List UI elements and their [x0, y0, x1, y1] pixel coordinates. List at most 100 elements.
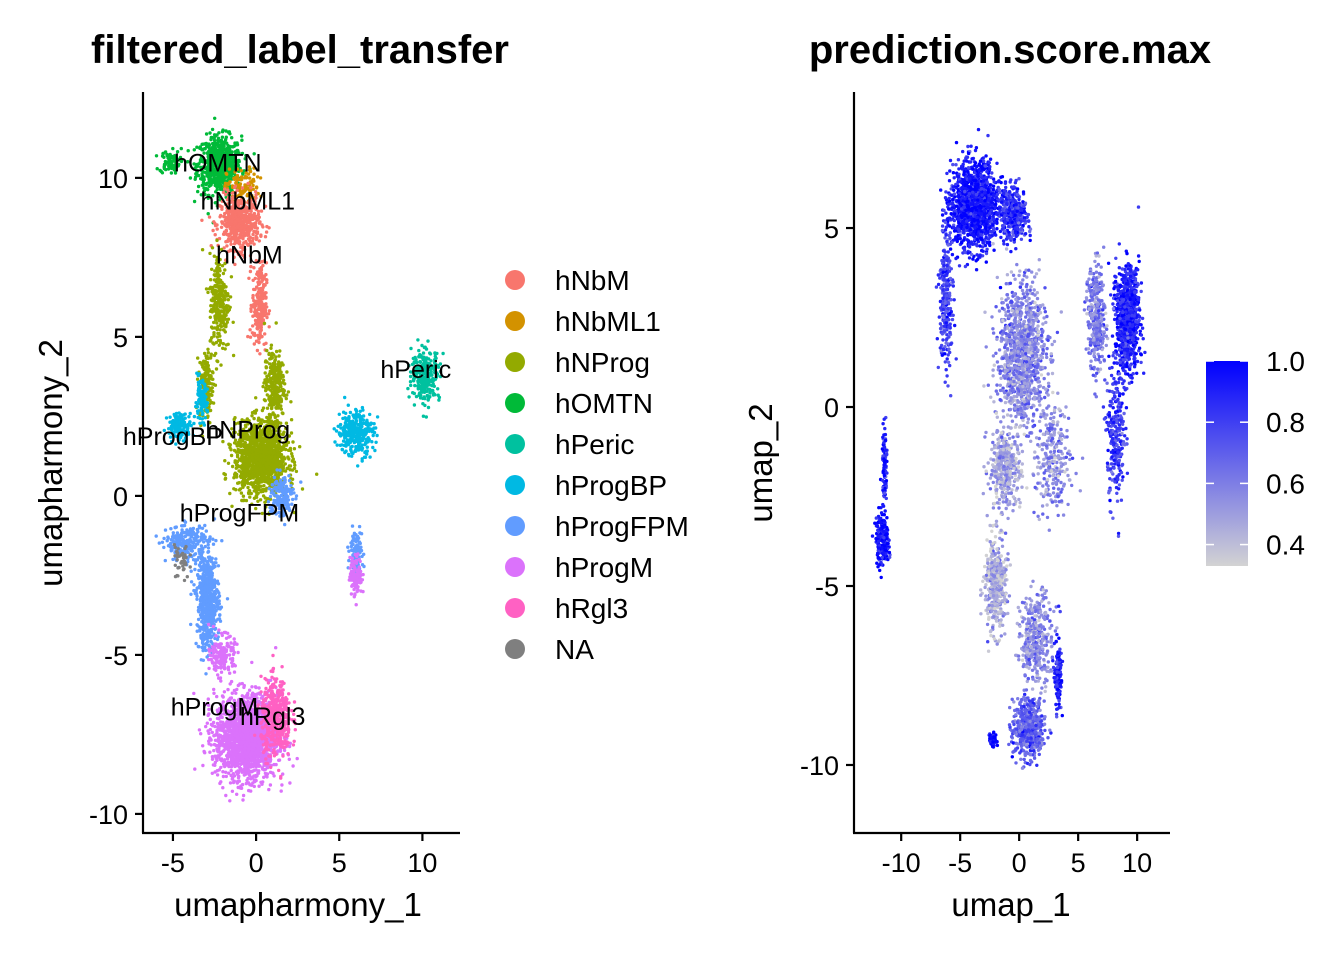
left-point: [416, 338, 420, 342]
left-point: [220, 285, 224, 289]
left-point: [436, 393, 440, 397]
left-point: [213, 233, 217, 237]
left-point: [427, 396, 431, 400]
left-point: [217, 331, 221, 336]
left-point: [192, 414, 197, 419]
left-point: [228, 132, 232, 136]
left-point: [252, 305, 257, 310]
left-point: [196, 392, 200, 397]
left-point: [165, 539, 169, 543]
left-point: [364, 437, 368, 441]
left-point: [254, 468, 258, 473]
left-point: [286, 390, 291, 394]
left-point: [218, 310, 223, 314]
left-point: [213, 273, 217, 278]
left-point: [266, 477, 270, 482]
left-point: [204, 529, 208, 533]
left-point: [371, 433, 375, 438]
left-point: [196, 409, 201, 413]
left-point: [197, 389, 201, 393]
left-point: [263, 378, 267, 382]
left-point: [352, 440, 357, 445]
left-point: [236, 481, 240, 485]
left-point: [336, 424, 340, 428]
left-point: [353, 423, 357, 428]
left-point: [256, 317, 261, 321]
left-point: [348, 440, 352, 444]
left-point: [231, 353, 236, 358]
left-point: [227, 219, 232, 223]
left-point: [262, 484, 266, 488]
left-point: [267, 397, 271, 401]
left-point: [215, 311, 220, 315]
left-point: [278, 349, 282, 353]
left-point: [198, 379, 202, 384]
left-point: [368, 455, 372, 459]
left-point: [262, 282, 266, 287]
left-point: [211, 377, 215, 381]
left-point: [223, 472, 227, 477]
left-point: [208, 356, 213, 360]
left-point: [406, 386, 410, 391]
left-point: [300, 487, 305, 491]
left-point: [257, 334, 262, 338]
left-point: [273, 400, 277, 404]
left-point: [247, 489, 251, 493]
left-point: [262, 311, 266, 315]
left-point: [237, 488, 242, 492]
left-point: [286, 466, 290, 470]
left-point: [238, 464, 242, 468]
left-point: [196, 373, 200, 378]
left-point: [259, 295, 263, 300]
left-point: [218, 338, 222, 343]
left-point: [179, 542, 184, 546]
left-point: [255, 230, 260, 234]
left-point: [268, 378, 273, 383]
left-point: [370, 429, 374, 433]
left-point: [212, 320, 216, 325]
left-point: [166, 535, 170, 539]
left-point: [210, 180, 214, 184]
left-point: [262, 342, 266, 346]
left-point: [234, 488, 238, 492]
left-point: [248, 221, 252, 225]
left-point: [412, 403, 417, 407]
left-point: [263, 449, 267, 453]
left-point: [209, 352, 213, 356]
left-point: [347, 454, 351, 458]
left-point: [366, 440, 370, 444]
left-point: [252, 342, 256, 346]
left-point: [215, 277, 219, 281]
left-point: [203, 366, 208, 371]
left-point: [168, 415, 172, 419]
left-point: [240, 138, 244, 142]
left-point: [204, 356, 209, 360]
left-point: [214, 177, 218, 181]
left-point: [259, 447, 263, 451]
left-point: [249, 307, 253, 311]
left-point: [256, 454, 260, 459]
left-point: [433, 351, 437, 356]
left-point: [188, 411, 192, 416]
left-point: [421, 351, 426, 355]
left-point: [360, 417, 364, 422]
left-point: [244, 450, 248, 454]
left-point: [288, 464, 293, 468]
left-point: [205, 174, 209, 178]
left-point: [181, 413, 186, 417]
left-point: [267, 325, 271, 329]
left-point: [247, 237, 251, 241]
left-point: [261, 384, 265, 389]
left-point: [214, 367, 219, 371]
left-point: [202, 382, 206, 386]
left-point: [294, 469, 299, 474]
left-point: [199, 177, 203, 181]
left-point: [283, 469, 288, 473]
left-point: [269, 480, 274, 484]
left-point: [271, 372, 276, 376]
left-point: [270, 356, 274, 360]
left-point: [356, 413, 360, 417]
left-point: [277, 453, 281, 457]
left-point: [264, 489, 268, 493]
left-point: [251, 296, 255, 300]
